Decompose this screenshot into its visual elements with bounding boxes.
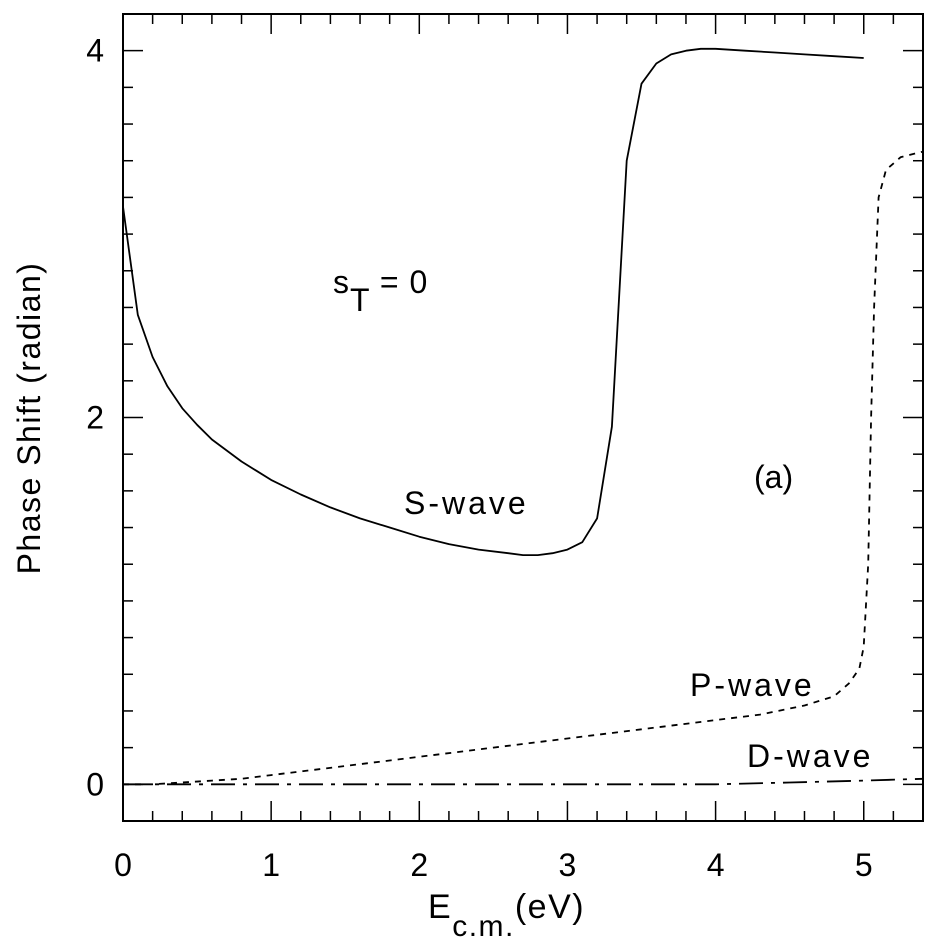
s-wave-label: S-wave	[404, 485, 529, 521]
x-axis-label-unit: (eV)	[515, 888, 585, 926]
d-wave-label: D-wave	[747, 738, 873, 774]
x-tick-label: 2	[410, 847, 428, 883]
spin-label-s: s	[333, 264, 350, 300]
series-lines	[122, 47, 924, 786]
y-tick-label: 0	[86, 766, 104, 802]
x-tick-label: 3	[559, 847, 577, 883]
p-wave-line	[123, 150, 924, 786]
y-tick-label: 2	[86, 400, 104, 436]
y-tick-label: 4	[86, 33, 104, 69]
x-tick-label: 4	[707, 847, 725, 883]
x-axis-label-subscript: c.m.	[452, 910, 515, 943]
panel-label: (a)	[754, 459, 793, 495]
x-tick-label: 1	[262, 847, 280, 883]
x-axis-label-main: E	[428, 888, 452, 926]
p-wave-label: P-wave	[690, 667, 815, 703]
spin-label: sT = 0	[333, 264, 428, 318]
y-axis-label: Phase Shift (radian)	[11, 262, 47, 575]
spin-label-subscript: T	[350, 282, 370, 318]
s-wave-line	[122, 47, 864, 556]
spin-label-rest: = 0	[370, 264, 428, 300]
x-axis-label: Ec.m.(eV)	[428, 888, 585, 943]
tick-labels: 0 1 2 3 4 5 0 2 4	[86, 33, 872, 883]
x-tick-label: 0	[114, 847, 132, 883]
x-tick-label: 5	[855, 847, 873, 883]
d-wave-line	[123, 777, 924, 786]
